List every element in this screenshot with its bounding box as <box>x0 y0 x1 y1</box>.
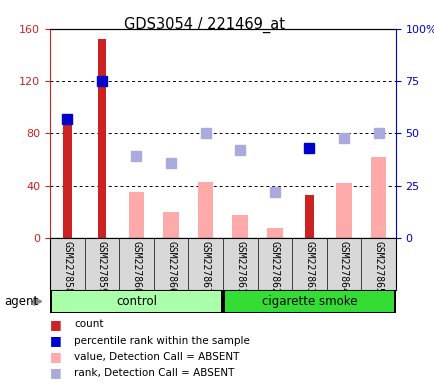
Text: GSM227866: GSM227866 <box>166 241 176 293</box>
Text: GSM227858: GSM227858 <box>62 241 72 293</box>
Text: ■: ■ <box>50 318 62 331</box>
Text: percentile rank within the sample: percentile rank within the sample <box>74 336 249 346</box>
Text: GSM227867: GSM227867 <box>200 241 210 293</box>
Bar <box>266 228 282 238</box>
Text: count: count <box>74 319 103 329</box>
Bar <box>370 157 385 238</box>
Text: GSM227864: GSM227864 <box>338 241 348 293</box>
Text: ■: ■ <box>50 350 62 363</box>
Text: GSM227859: GSM227859 <box>97 241 107 293</box>
Text: GSM227860: GSM227860 <box>131 241 141 293</box>
Bar <box>304 195 313 238</box>
Text: rank, Detection Call = ABSENT: rank, Detection Call = ABSENT <box>74 368 234 378</box>
Bar <box>335 183 351 238</box>
Text: GSM227863: GSM227863 <box>304 241 314 293</box>
Text: GDS3054 / 221469_at: GDS3054 / 221469_at <box>124 17 284 33</box>
Bar <box>97 39 106 238</box>
Text: agent: agent <box>4 295 39 308</box>
Text: GSM227862: GSM227862 <box>269 241 279 293</box>
Bar <box>197 182 213 238</box>
Text: value, Detection Call = ABSENT: value, Detection Call = ABSENT <box>74 352 239 362</box>
Text: control: control <box>116 295 157 308</box>
Bar <box>163 212 178 238</box>
Text: ■: ■ <box>50 366 62 379</box>
Bar <box>52 291 221 311</box>
Bar <box>224 291 393 311</box>
Bar <box>232 215 247 238</box>
Text: ■: ■ <box>50 334 62 347</box>
Text: cigarette smoke: cigarette smoke <box>261 295 356 308</box>
Bar <box>63 123 72 238</box>
Text: GSM227861: GSM227861 <box>235 241 245 293</box>
Bar <box>128 192 144 238</box>
Text: GSM227865: GSM227865 <box>373 241 383 293</box>
